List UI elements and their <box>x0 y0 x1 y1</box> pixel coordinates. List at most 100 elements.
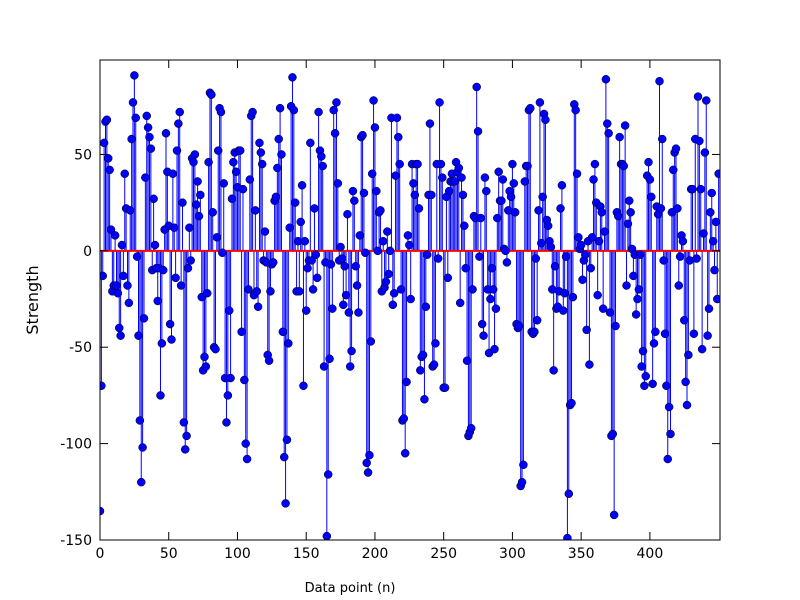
stem-marker <box>560 289 569 298</box>
stem-marker <box>458 190 468 200</box>
stem-marker <box>682 400 692 410</box>
stem-marker <box>402 377 411 387</box>
stem-marker <box>399 414 409 423</box>
stem-marker <box>128 98 138 107</box>
stem-marker <box>227 194 237 204</box>
stem-marker <box>480 173 490 182</box>
stem-marker <box>124 298 134 308</box>
stem-marker <box>535 98 545 107</box>
stem-marker <box>288 73 297 82</box>
stem-marker <box>696 184 706 194</box>
stem-marker <box>571 105 580 115</box>
stem-marker <box>231 167 241 177</box>
stem-marker <box>515 321 524 331</box>
stem-marker <box>647 192 656 202</box>
stem-marker <box>362 458 371 468</box>
stem-marker <box>255 138 264 148</box>
stem-marker <box>273 163 282 173</box>
stem-marker <box>136 477 146 487</box>
stem-marker <box>260 227 270 236</box>
stem-marker <box>692 254 701 263</box>
stem-marker <box>662 381 671 391</box>
stem-marker <box>604 129 613 138</box>
stem-marker <box>568 292 578 302</box>
stem-marker <box>440 383 450 392</box>
stem-marker <box>564 489 574 498</box>
stem-marker <box>631 310 641 319</box>
stem-marker <box>494 167 503 177</box>
stem-marker <box>578 275 587 285</box>
stem-marker <box>264 356 274 365</box>
stem-marker <box>168 169 178 178</box>
stem-marker <box>186 256 195 265</box>
stem-marker <box>218 248 227 258</box>
stem-marker <box>183 263 193 273</box>
stem-marker <box>240 375 249 385</box>
stem-marker <box>244 285 253 294</box>
x-tick-label: 300 <box>499 546 526 562</box>
stem-marker <box>614 211 623 221</box>
stem-marker <box>636 250 645 259</box>
stem-marker <box>325 354 334 364</box>
stem-marker <box>354 308 363 317</box>
stem-marker <box>405 240 414 250</box>
stem-marker <box>517 477 527 487</box>
stem-marker <box>256 148 266 157</box>
stem-marker <box>352 281 362 290</box>
stem-marker <box>113 289 123 298</box>
stem-marker <box>413 159 422 169</box>
stem-marker <box>366 337 376 346</box>
y-tick-label: 0 <box>83 244 92 260</box>
stem-marker <box>332 98 341 107</box>
x-tick-label: 100 <box>224 546 251 562</box>
stem-marker <box>605 308 615 317</box>
stem-marker <box>493 213 502 223</box>
stem-marker <box>289 105 299 115</box>
stem-marker <box>526 103 535 113</box>
stem-marker <box>601 75 611 84</box>
stem-marker <box>435 98 444 107</box>
stem-marker <box>284 339 293 348</box>
stem-marker <box>194 211 204 221</box>
stem-marker <box>355 231 365 240</box>
stem-marker <box>282 435 292 445</box>
stem-marker <box>559 306 568 315</box>
stem-marker <box>339 300 348 310</box>
stem-marker <box>699 229 708 238</box>
stem-marker <box>633 294 642 304</box>
stem-marker <box>361 248 370 258</box>
stem-marker <box>416 366 425 375</box>
stem-marker <box>389 289 399 298</box>
stem-marker <box>406 294 415 304</box>
stem-marker <box>541 115 550 125</box>
stem-marker <box>706 208 715 217</box>
stem-marker <box>156 391 165 400</box>
stem-marker <box>641 371 651 381</box>
stem-marker <box>119 271 128 281</box>
stem-marker <box>100 506 105 516</box>
stem-marker <box>620 121 630 130</box>
y-tick-label: -100 <box>60 437 92 453</box>
stem-marker <box>178 198 187 207</box>
stem-marker <box>149 194 158 204</box>
stem-marker <box>476 213 486 223</box>
stem-marker <box>212 233 222 242</box>
stem-marker <box>391 171 400 180</box>
stem-marker <box>590 159 600 169</box>
stem-marker <box>549 366 558 375</box>
stem-marker <box>506 192 516 202</box>
stem-marker <box>237 327 246 337</box>
stem-marker <box>102 115 112 125</box>
stem-marker <box>141 173 150 182</box>
stem-marker <box>116 331 125 340</box>
stem-marker <box>226 373 235 383</box>
stem-marker <box>365 450 374 460</box>
stem-marker <box>224 306 234 315</box>
stem-marker <box>241 439 250 448</box>
stem-marker <box>443 273 453 283</box>
stem-marker <box>300 236 310 246</box>
stem-marker <box>100 381 106 391</box>
stem-marker <box>608 429 618 439</box>
stem-marker <box>296 217 305 227</box>
stem-marker <box>477 319 487 329</box>
